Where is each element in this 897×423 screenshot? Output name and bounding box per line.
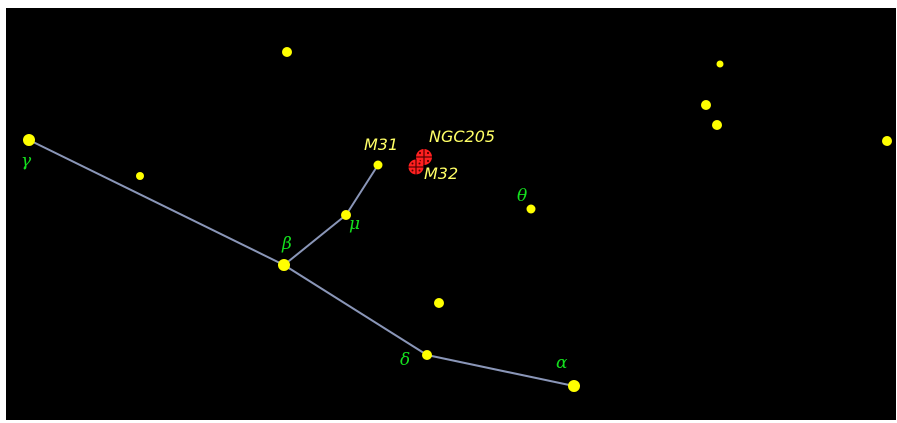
star-beta[interactable] <box>278 259 290 271</box>
line-beta-mu <box>283 214 347 266</box>
star-theta[interactable] <box>526 204 536 214</box>
label-m31: M31 <box>364 135 398 154</box>
line-mu-m31 <box>345 164 379 216</box>
star-mu[interactable] <box>341 210 351 220</box>
label-theta: θ <box>517 186 527 206</box>
constellation-lines <box>28 139 575 387</box>
star-field[interactable] <box>282 47 292 57</box>
stars <box>23 47 892 392</box>
star-field[interactable] <box>701 100 711 110</box>
star-field[interactable] <box>716 60 724 68</box>
star-field[interactable] <box>712 120 722 130</box>
star-delta[interactable] <box>422 350 432 360</box>
star-field[interactable] <box>136 172 144 180</box>
line-delta-alpha <box>426 354 575 387</box>
label-beta: β <box>281 234 292 254</box>
star-field[interactable] <box>434 298 444 308</box>
label-alpha: α <box>556 353 568 373</box>
label-mu: μ <box>349 214 360 234</box>
sky-background <box>6 8 896 420</box>
star-gamma[interactable] <box>23 134 35 146</box>
label-m32: M32 <box>424 164 458 183</box>
label-ngc205: NGC205 <box>429 127 495 146</box>
line-beta-delta <box>283 264 428 356</box>
label-delta: δ <box>400 350 410 370</box>
galaxy-m32-symbol[interactable] <box>408 159 424 175</box>
galaxy-m31-marker[interactable] <box>373 160 383 170</box>
label-gamma: γ <box>21 151 32 171</box>
star-field[interactable] <box>882 136 892 146</box>
line-gamma-beta <box>28 139 285 266</box>
star-alpha[interactable] <box>568 380 580 392</box>
